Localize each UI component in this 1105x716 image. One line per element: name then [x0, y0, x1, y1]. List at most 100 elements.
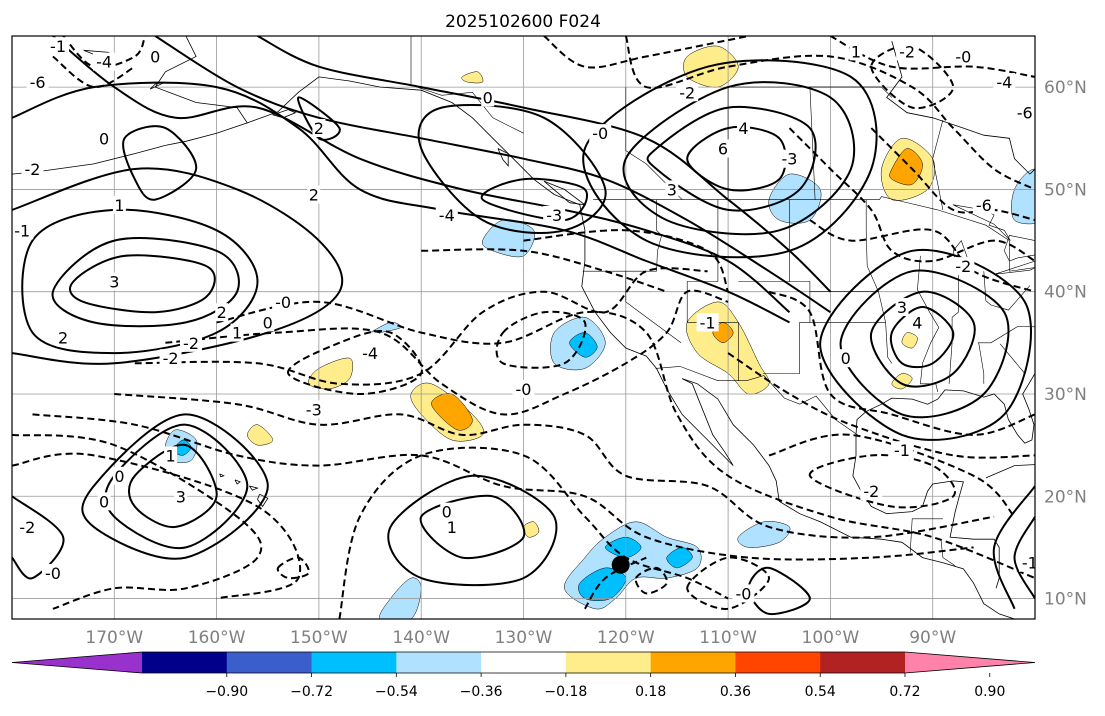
- contour-negative-28: [584, 556, 647, 610]
- contour-negative-11: [523, 229, 730, 293]
- contour-positive-8: [257, 36, 832, 293]
- contour-label-bg-48: [696, 313, 719, 332]
- contour-positive-10: [417, 103, 607, 234]
- contour-label-9: 2: [309, 186, 319, 205]
- shading-layer: [164, 45, 1035, 619]
- contour-label-bg-27: [174, 487, 188, 506]
- contour-label-20: -0: [516, 380, 532, 399]
- contour-label-37: -3: [782, 150, 798, 169]
- contour-label-bg-2: [21, 159, 44, 178]
- contour-positive-7: [154, 36, 831, 314]
- contour-label-bg-18: [435, 205, 458, 224]
- contour-positive-1: [51, 237, 240, 328]
- contour-label-43: -6: [976, 196, 992, 215]
- contour-label-bg-1: [26, 73, 49, 92]
- contour-label-bg-40: [952, 47, 975, 66]
- border-8: [686, 199, 739, 381]
- contour-label-bg-28: [112, 466, 126, 485]
- contour-negative-26: [634, 566, 668, 595]
- contour-label-11: 1: [232, 324, 242, 343]
- lat-tick-label-1: 50°N: [1044, 180, 1087, 200]
- contour-negative-25: [686, 556, 771, 610]
- colorbar-swatch-2: [311, 652, 397, 673]
- contour-label-bg-50: [860, 482, 883, 501]
- contour-negative-20: [727, 352, 1035, 459]
- contour-label-bg-4: [97, 129, 111, 148]
- contour-label-38: 1: [851, 42, 861, 61]
- contour-label-bg-5: [112, 195, 126, 214]
- contour-positive-0: [122, 125, 198, 201]
- contour-negative-9: [338, 446, 729, 619]
- anomaly-shading-25: [901, 332, 918, 349]
- contour-label-44: -2: [955, 257, 971, 276]
- contour-negative-12: [421, 248, 668, 293]
- contour-label-bg-26: [164, 446, 178, 465]
- border-4: [909, 518, 943, 553]
- contour-label-bg-10: [215, 303, 229, 322]
- lat-tick-label-0: 60°N: [1044, 78, 1087, 98]
- contour-positive-18: [839, 269, 1010, 419]
- contour-label-1: -6: [30, 73, 46, 92]
- coastline-2: [247, 76, 1015, 619]
- contour-positive-21: [104, 423, 249, 550]
- anomaly-shading-24: [523, 521, 540, 538]
- contour-positive-25: [12, 495, 65, 580]
- contour-label-bg-32: [676, 83, 699, 102]
- contour-label-bg-17: [302, 400, 325, 419]
- anomaly-shading-17: [889, 148, 923, 186]
- contour-positive-6: [52, 36, 791, 313]
- colorbar-swatch-0: [142, 652, 228, 673]
- contour-label-bg-36: [665, 180, 679, 199]
- border-5: [940, 539, 956, 567]
- colorbar-swatch-6: [650, 652, 736, 673]
- border-3: [655, 366, 860, 437]
- anomaly-shading-5: [369, 322, 402, 333]
- contour-label-41: -4: [996, 73, 1012, 92]
- contour-label-bg-46: [910, 313, 924, 332]
- contour-positive-12: [646, 105, 817, 212]
- contour-label-45: 3: [897, 298, 907, 317]
- contour-label-29: 0: [483, 88, 493, 107]
- contour-positive-27: [1013, 516, 1035, 599]
- contour-label-0: -4: [96, 53, 112, 72]
- contour-negative-27: [276, 556, 310, 580]
- contour-label-21: 0: [442, 503, 452, 522]
- contour-label-bg-30: [47, 37, 70, 56]
- contour-label-39: -2: [899, 42, 915, 61]
- contour-positive-9: [297, 96, 341, 141]
- anomaly-shading-4: [569, 332, 598, 358]
- contour-negative-15: [829, 36, 1035, 78]
- border-29: [994, 260, 1035, 275]
- contour-negative-16: [788, 127, 1035, 263]
- contour-label-bg-22: [445, 517, 459, 536]
- coastline-8: [248, 485, 259, 491]
- contour-positive-20: [127, 443, 218, 528]
- colorbar-label-5: 0.18: [635, 684, 666, 700]
- contour-positive-15: [582, 59, 878, 259]
- contour-negative-5: [114, 393, 995, 539]
- contour-label-2: -2: [24, 160, 40, 179]
- lon-tick-label-1: 160°W: [188, 628, 246, 648]
- contour-label-48: -1: [700, 313, 716, 332]
- contour-negative-2: [165, 289, 729, 416]
- contour-label-bg-49: [891, 441, 914, 460]
- colorbar-swatch-1: [226, 652, 313, 673]
- contour-label-28: 0: [114, 467, 124, 486]
- contour-label-35: 6: [718, 140, 728, 159]
- contour-label-bg-7: [56, 328, 70, 347]
- colorbar-label-6: 0.36: [720, 684, 751, 700]
- contour-label-46: 4: [912, 313, 922, 332]
- marker-layer: [611, 555, 630, 574]
- border-24: [809, 86, 893, 98]
- contour-positive-26: [747, 566, 811, 616]
- contour-label-24: -2: [19, 518, 35, 537]
- contour-positive-24: [387, 474, 558, 587]
- border-15: [948, 273, 959, 384]
- contour-label-bg-25: [41, 563, 64, 582]
- contour-label-bg-20: [512, 379, 535, 398]
- border-17: [977, 326, 1035, 344]
- contour-label-bg-47: [839, 349, 853, 368]
- contour-label-bg-9: [307, 185, 321, 204]
- contour-positive-23: [419, 494, 526, 560]
